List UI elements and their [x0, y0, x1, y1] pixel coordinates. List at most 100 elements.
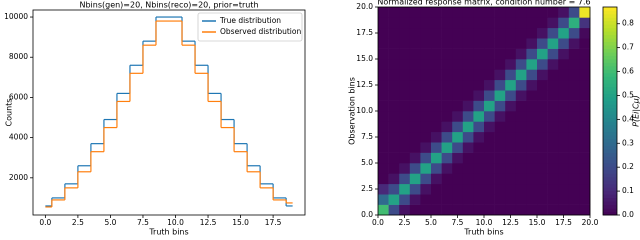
colorbar-tick-label: 0.2 [622, 162, 634, 171]
heatmap-cell [388, 48, 400, 60]
heatmap-cell [399, 7, 411, 18]
heatmap-cell [473, 204, 485, 216]
heatmap-cell [484, 131, 495, 143]
heatmap-cell [558, 111, 570, 122]
colorbar-band [603, 13, 617, 18]
heatmap-cell [505, 131, 517, 143]
heatmap-cell [388, 163, 400, 174]
heatmap-cell [515, 163, 527, 174]
heatmap-cell [399, 79, 411, 91]
heatmap-cell [494, 48, 506, 60]
heatmap-cell [547, 27, 559, 39]
heatmap-cell [526, 90, 538, 101]
heatmap-cell [515, 69, 527, 81]
heatmap-cell [579, 173, 591, 185]
heatmap-cell [462, 131, 474, 143]
heatmap-cell [409, 59, 421, 70]
heatmap-cell [409, 69, 421, 81]
heatmap-cell [399, 38, 411, 49]
colorbar-tick-label: 0.8 [622, 19, 634, 28]
x-tick-label: 10.0 [167, 218, 184, 227]
heatmap-cell [494, 27, 506, 39]
heatmap-cell [388, 100, 400, 112]
heatmap-cell [378, 121, 389, 133]
heatmap-cell [441, 173, 453, 185]
heatmap-cell [568, 194, 580, 205]
colorbar-band [603, 65, 617, 70]
heatmap-cell [378, 48, 389, 60]
heatmap-cell [431, 69, 442, 81]
heatmap-cell [473, 163, 485, 174]
colorbar-tick-label: 0.3 [622, 138, 634, 147]
heatmap-cell [558, 183, 570, 195]
heatmap-cell [452, 69, 464, 81]
heatmap-cell [378, 27, 389, 39]
colorbar-band [603, 180, 617, 185]
heatmap-cell [452, 152, 464, 164]
heatmap-cell [558, 90, 570, 101]
heatmap-cell [388, 69, 400, 81]
colorbar-tick-label: 0.1 [622, 186, 634, 195]
heatmap-cell [431, 111, 442, 122]
heatmap-cell [452, 142, 464, 153]
heatmap-cell [579, 48, 591, 60]
heatmap-cell [558, 100, 570, 112]
heatmap-cell [378, 111, 389, 122]
heatmap-cell [526, 142, 538, 153]
colorbar-band [603, 135, 617, 140]
heatmap-cell [473, 69, 485, 81]
heatmap-cell [558, 27, 570, 39]
heatmap-cell [399, 27, 411, 39]
colorbar-band [603, 31, 617, 36]
colorbar-band [603, 55, 617, 60]
heatmap-cell [547, 59, 559, 70]
heatmap-cell [388, 27, 400, 39]
heatmap-cell [452, 194, 464, 205]
heatmap-cell [441, 38, 453, 49]
y-tick-label: 2.5 [361, 184, 373, 193]
colorbar-band [603, 145, 617, 150]
heatmap-cell [473, 59, 485, 70]
heatmap-cell [526, 152, 538, 164]
legend-box [197, 12, 303, 42]
colorbar-band [603, 86, 617, 91]
x-tick-label: 17.5 [265, 218, 282, 227]
heatmap-cell [420, 59, 432, 70]
heatmap-cell [378, 69, 389, 81]
heatmap-cell [547, 48, 559, 60]
heatmap-cell [378, 183, 389, 195]
heatmap-cell [452, 90, 464, 101]
heatmap-cell [515, 183, 527, 195]
heatmap-cell [547, 183, 559, 195]
heatmap-cell [409, 194, 421, 205]
chart-title: Normalized response matrix, condition nu… [377, 0, 590, 7]
heatmap-cell [568, 173, 580, 185]
x-tick-label: 2.5 [399, 218, 411, 227]
heatmap-cell [515, 17, 527, 29]
heatmap-cell [378, 173, 389, 185]
heatmap-cell [452, 100, 464, 112]
heatmap-cell [568, 121, 580, 133]
legend-label: Observed distribution [220, 27, 301, 36]
heatmap-cell [441, 183, 453, 195]
x-tick-label: 5.0 [104, 218, 116, 227]
heatmap-cell [473, 121, 485, 133]
heatmap-cell [388, 17, 400, 29]
heatmap-cell [431, 173, 442, 185]
colorbar-band [603, 17, 617, 22]
colorbar-frame [602, 6, 618, 216]
heatmap-cell [420, 204, 432, 216]
heatmap-cell [473, 111, 485, 122]
y-tick-label: 10.0 [356, 106, 373, 115]
colorbar-band [603, 197, 617, 202]
heatmap-cell [537, 59, 548, 70]
heatmap-cell [473, 100, 485, 112]
heatmap-cell [484, 27, 495, 39]
colorbar-label: P(Ei|Cμ) [632, 95, 640, 127]
heatmap-cell [505, 27, 517, 39]
y-axis-label: Counts [5, 99, 14, 127]
heatmap-cell [409, 90, 421, 101]
heatmap-cell [505, 59, 517, 70]
colorbar-band [603, 38, 617, 43]
colorbar-band [603, 34, 617, 39]
